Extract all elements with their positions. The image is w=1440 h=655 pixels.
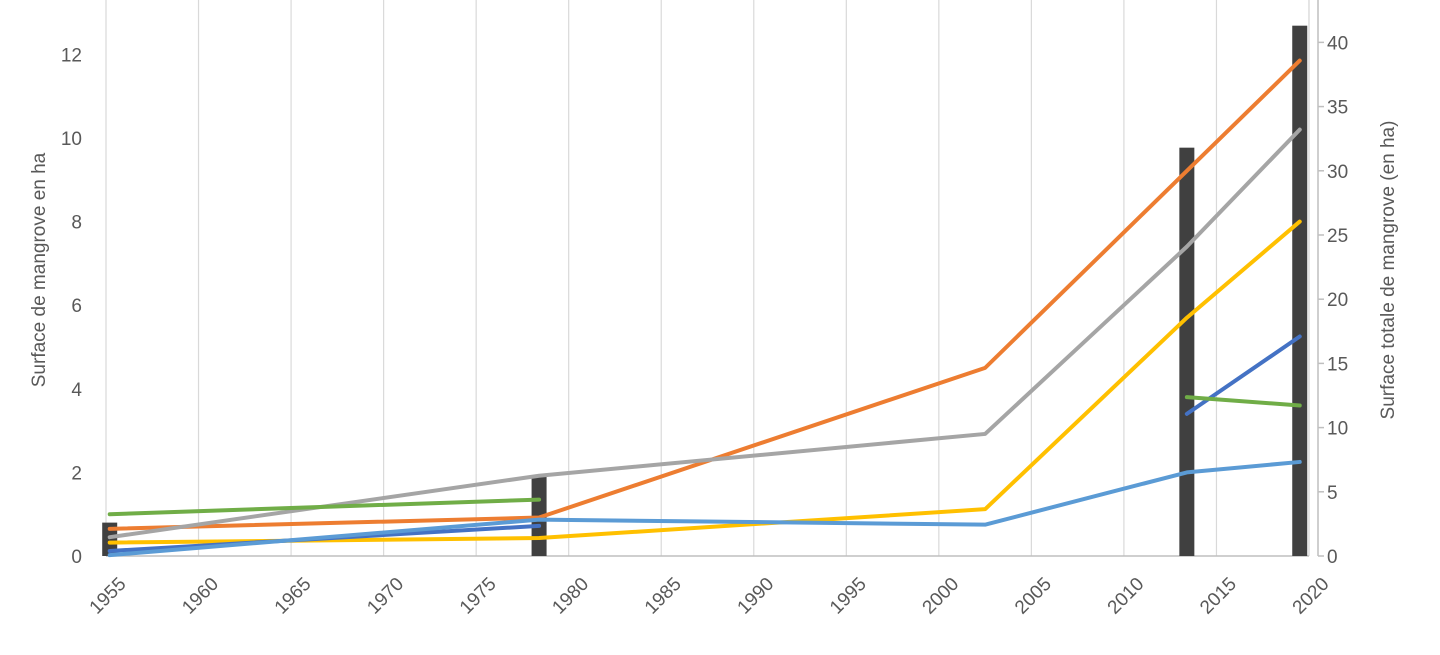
series-line bbox=[107, 127, 1302, 540]
x-tick-label: 1960 bbox=[178, 574, 223, 619]
y2-tick-label: 25 bbox=[1327, 226, 1348, 247]
y-axis-title: Surface de mangrove en ha bbox=[29, 152, 50, 387]
x-tick-label: 1980 bbox=[548, 574, 593, 619]
tick-labels: 1955 1960 1965 1970 1975 1980 1985 1990 1995 2000… bbox=[61, 33, 1348, 618]
series-line bbox=[107, 459, 1302, 558]
x-tick-label: 1990 bbox=[734, 574, 779, 619]
bar bbox=[1292, 25, 1308, 557]
bar bbox=[1179, 147, 1195, 557]
series-line bbox=[1184, 334, 1302, 416]
x-tick-label: 1970 bbox=[363, 574, 408, 619]
y-tick-label: 4 bbox=[71, 380, 82, 401]
x-tick-label: 2020 bbox=[1289, 574, 1334, 619]
series-line bbox=[107, 497, 542, 517]
x-tick-label: 1955 bbox=[86, 574, 131, 619]
series-line bbox=[107, 219, 1302, 545]
axes bbox=[106, 0, 1324, 557]
y-tick-label: 6 bbox=[71, 296, 82, 317]
bar bbox=[102, 522, 118, 556]
x-tick-label: 1995 bbox=[826, 574, 871, 619]
bar-series bbox=[102, 25, 1308, 557]
y-tick-label: 10 bbox=[61, 129, 82, 150]
y2-tick-label: 30 bbox=[1327, 162, 1348, 183]
y2-tick-label: 40 bbox=[1327, 33, 1348, 54]
y-tick-label: 2 bbox=[71, 463, 82, 484]
x-tick-label: 2000 bbox=[919, 574, 964, 619]
y-tick-label: 0 bbox=[71, 547, 82, 568]
x-tick-label: 2015 bbox=[1196, 574, 1241, 619]
x-tick-label: 2010 bbox=[1104, 574, 1149, 619]
y2-tick-label: 20 bbox=[1327, 290, 1348, 311]
x-tick-label: 1965 bbox=[271, 574, 316, 619]
y2-axis-title: Surface totale de mangrove (en ha) bbox=[1378, 121, 1399, 420]
series-line bbox=[107, 58, 1302, 531]
x-tick-label: 2005 bbox=[1011, 574, 1056, 619]
series-line bbox=[1184, 395, 1302, 408]
y2-tick-label: 35 bbox=[1327, 98, 1348, 119]
y2-tick-label: 15 bbox=[1327, 354, 1348, 375]
y-tick-label: 8 bbox=[71, 213, 82, 234]
line-series bbox=[107, 58, 1302, 558]
y2-tick-label: 10 bbox=[1327, 419, 1348, 440]
gridlines bbox=[105, 0, 1310, 556]
x-tick-label: 1975 bbox=[456, 574, 501, 619]
y2-tick-label: 0 bbox=[1327, 547, 1338, 568]
x-tick-label: 1985 bbox=[641, 574, 686, 619]
y2-tick-label: 5 bbox=[1327, 483, 1338, 504]
y-tick-label: 12 bbox=[61, 45, 82, 66]
